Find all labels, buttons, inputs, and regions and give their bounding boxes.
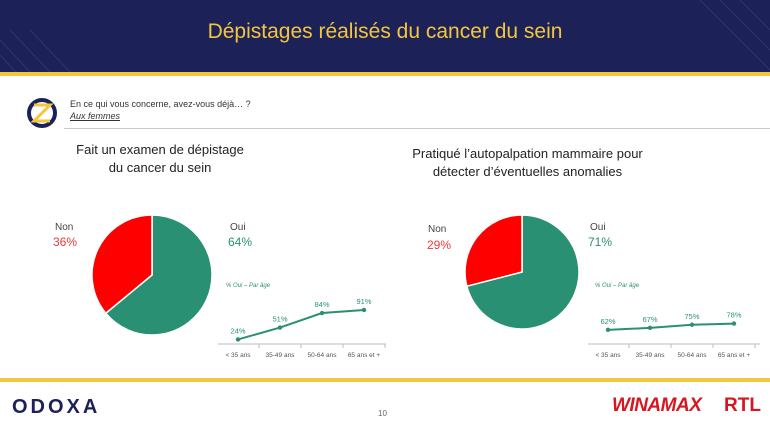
line-2-category-label-3: 65 ans et + — [718, 352, 751, 359]
line-1-series — [237, 308, 365, 341]
line-1-value-label-3: 91% — [356, 297, 371, 306]
odoxa-logo: ODOXA — [12, 396, 101, 418]
separator — [64, 128, 770, 129]
pie-2-slice-oui — [465, 214, 580, 330]
line-1-point-0 — [235, 337, 241, 342]
age-line-chart-2: 62% < 35 ans 67% 35-49 ans 75% 50-64 ans 78% 65… — [588, 311, 760, 359]
rtl-logo: RTL — [724, 395, 761, 416]
line-2-series — [607, 322, 735, 331]
chart-title-2: Pratiqué l’autopalpation mammaire pour d… — [412, 146, 643, 179]
oui-label-1: Oui — [230, 222, 246, 233]
chart-title-1: Fait un examen de dépistage du cancer du… — [76, 142, 244, 175]
line-2-category-label-2: 50-64 ans — [678, 352, 708, 359]
line-1-point-3 — [361, 307, 367, 313]
page-number: 10 — [378, 409, 387, 418]
line-2-category-label-0: < 35 ans — [595, 352, 621, 359]
header-pattern — [0, 0, 770, 72]
line-2-value-label-2: 75% — [684, 312, 699, 321]
page-title: Dépistages réalisés du cancer du sein — [207, 20, 563, 43]
question-subtitle: Aux femmes — [70, 111, 121, 121]
line-2-category-label-1: 35-49 ans — [636, 352, 666, 359]
line-1-point-1 — [277, 325, 283, 330]
line-2-value-label-0: 62% — [600, 317, 615, 326]
line-2-point-1 — [647, 325, 653, 331]
mini-chart-label-1: % Oui – Par âge — [226, 283, 271, 289]
pie-1-slice-non — [91, 214, 153, 315]
oui-label-2: Oui — [590, 222, 606, 233]
oui-pct-1: 64% — [228, 235, 253, 249]
line-1-point-2 — [319, 310, 325, 316]
line-2-value-label-3: 78% — [726, 311, 741, 320]
footer-divider — [0, 378, 770, 382]
header-divider — [0, 72, 770, 76]
winamax-logo: WINAMAX — [612, 395, 702, 416]
line-1-category-label-0: < 35 ans — [225, 352, 251, 359]
non-label-2: Non — [428, 224, 447, 235]
line-1-value-label-1: 51% — [272, 315, 287, 324]
line-2-point-0 — [605, 327, 611, 333]
pie-chart-1 — [91, 214, 213, 336]
line-1-category-label-3: 65 ans et + — [348, 352, 381, 359]
pie-chart-2 — [464, 214, 580, 330]
pie-1-slice-oui — [104, 214, 213, 336]
line-2-value-label-1: 67% — [642, 315, 657, 324]
header-banner: Dépistages réalisés du cancer du sein — [0, 0, 770, 72]
non-pct-1: 36% — [53, 235, 78, 249]
line-2-point-2 — [689, 322, 695, 327]
pie-2-slice-non — [464, 214, 523, 288]
age-line-chart-1: 24% < 35 ans 51% 35-49 ans 84% 50-64 ans 91% 65… — [218, 297, 386, 359]
mini-chart-label-2: % Oui – Par âge — [595, 283, 640, 289]
non-pct-2: 29% — [427, 238, 452, 252]
question-icon — [27, 98, 57, 128]
oui-pct-2: 71% — [588, 235, 613, 249]
line-1-category-label-2: 50-64 ans — [308, 352, 338, 359]
non-label-1: Non — [55, 222, 74, 233]
line-1-category-label-1: 35-49 ans — [266, 352, 296, 359]
line-1-value-label-2: 84% — [314, 300, 329, 309]
question-text: En ce qui vous concerne, avez-vous déjà…… — [70, 99, 251, 109]
line-2-point-3 — [731, 321, 737, 326]
line-1-value-label-0: 24% — [230, 326, 245, 335]
